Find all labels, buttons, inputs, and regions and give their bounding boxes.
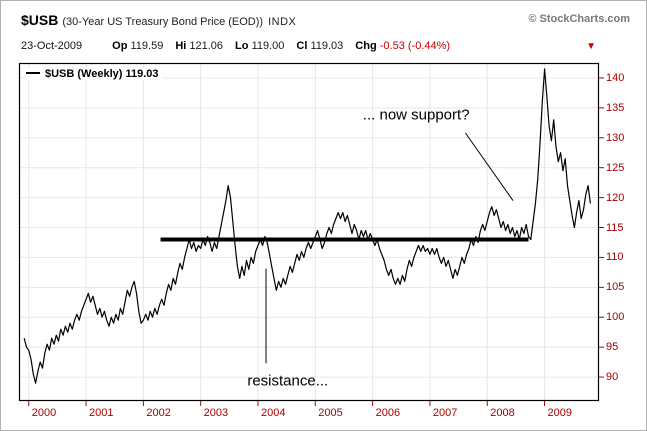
- high-quote: Hi 121.06: [175, 40, 224, 52]
- x-axis-label: 2007: [432, 407, 458, 419]
- annotation-now-support: ... now support?: [362, 106, 470, 124]
- open-quote: Op 119.59: [112, 40, 164, 52]
- close-quote: Cl 119.03: [296, 40, 344, 52]
- x-axis-label: 2005: [318, 407, 343, 419]
- y-axis-label: 115: [606, 221, 624, 234]
- change-down-icon: ▼: [586, 41, 596, 52]
- annotation-resistance: resistance...: [247, 372, 329, 390]
- plot-border: [18, 62, 600, 402]
- low-quote: Lo 119.00: [235, 40, 285, 52]
- change-quote: Chg -0.53 (-0.44%): [355, 40, 451, 52]
- x-axis-label: 2006: [375, 407, 401, 419]
- x-axis-label: 2003: [203, 407, 229, 419]
- x-axis-label: 2000: [31, 407, 57, 419]
- x-axis-label: 2001: [89, 407, 114, 419]
- y-axis-label: 130: [606, 131, 625, 144]
- y-axis-label: 110: [606, 251, 624, 264]
- y-axis-label: 95: [606, 341, 619, 354]
- y-axis-label: 105: [606, 281, 625, 294]
- x-axis-label: 2009: [547, 407, 573, 419]
- ticker-description: (30-Year US Treasury Bond Price (EOD)): [62, 16, 264, 28]
- chart-header: $USB (30-Year US Treasury Bond Price (EOD…: [21, 12, 296, 30]
- y-axis-label: 125: [606, 161, 625, 174]
- quote-row: 23-Oct-2009 Op 119.59 Hi 121.06 Lo 119.0…: [21, 40, 596, 52]
- y-axis-label: 90: [606, 371, 619, 384]
- annotation-line-now-support: [465, 132, 514, 201]
- x-axis-label: 2002: [146, 407, 171, 419]
- chart-legend: $USB (Weekly) 119.03: [26, 68, 162, 80]
- legend-label: $USB (Weekly) 119.03: [45, 68, 159, 80]
- chart-area: $USB (Weekly) 119.03 ... now support? res…: [18, 62, 604, 406]
- series-line-swatch-icon: [26, 72, 40, 75]
- x-axis-label: 2008: [490, 407, 515, 419]
- price-line: [23, 68, 591, 384]
- y-axis-label: 120: [606, 191, 625, 204]
- y-axis-label: 100: [606, 311, 625, 324]
- ticker-symbol: $USB: [21, 12, 59, 28]
- y-axis-label: 140: [606, 71, 625, 84]
- x-axis-label: 2004: [260, 407, 286, 419]
- y-axis-label: 135: [606, 101, 625, 114]
- stockcharts-copyright: © StockCharts.com: [528, 13, 630, 25]
- price-chart: [18, 62, 604, 406]
- quote-date: 23-Oct-2009: [21, 40, 83, 52]
- exchange-label: INDX: [268, 16, 297, 28]
